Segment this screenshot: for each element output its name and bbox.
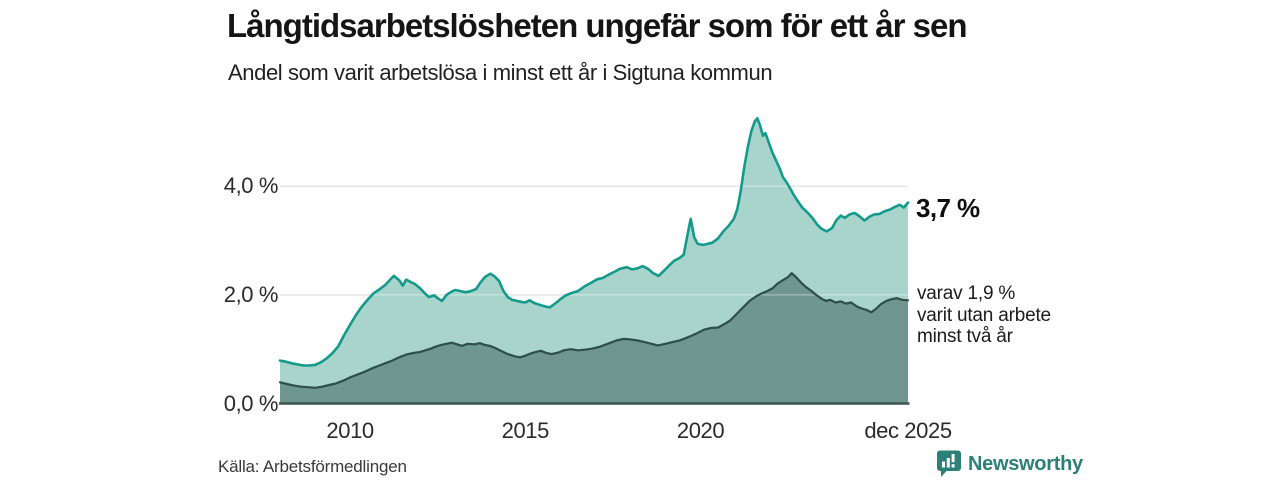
source-note: Källa: Arbetsförmedlingen [218, 457, 407, 476]
y-axis-tick-label: 4,0 % [223, 173, 279, 199]
brand-name: Newsworthy [968, 452, 1083, 475]
page-subtitle: Andel som varit arbetslösa i minst ett å… [228, 60, 773, 85]
x-axis-tick-label: 2015 [501, 418, 550, 443]
y-axis-tick-label: 0,0 % [223, 390, 279, 416]
x-axis-tick-label: 2020 [676, 418, 725, 443]
y-axis-tick-label: 2,0 % [223, 281, 279, 307]
line-series-two-years [278, 272, 910, 389]
x-axis-tick-label: dec 2025 [864, 418, 952, 443]
line-series-total [278, 117, 910, 367]
x-axis-tick-label: 2010 [326, 418, 374, 443]
area-series-two-years [280, 273, 908, 404]
breakdown-annotation-line: minst två år [917, 326, 1013, 347]
breakdown-annotation-line: varit utan arbete [917, 304, 1051, 326]
breakdown-annotation-line: varav 1,9 % [917, 283, 1016, 304]
page-title: Långtidsarbetslösheten ungefär som för e… [227, 7, 968, 44]
breakdown-annotation: varav 1,9 % varit utan arbete minst två år [917, 283, 1051, 348]
bar-chart-bubble-icon [937, 450, 961, 477]
newsworthy-logo: Newsworthy [936, 450, 1083, 478]
latest-value-label: 3,7 % [916, 193, 980, 223]
